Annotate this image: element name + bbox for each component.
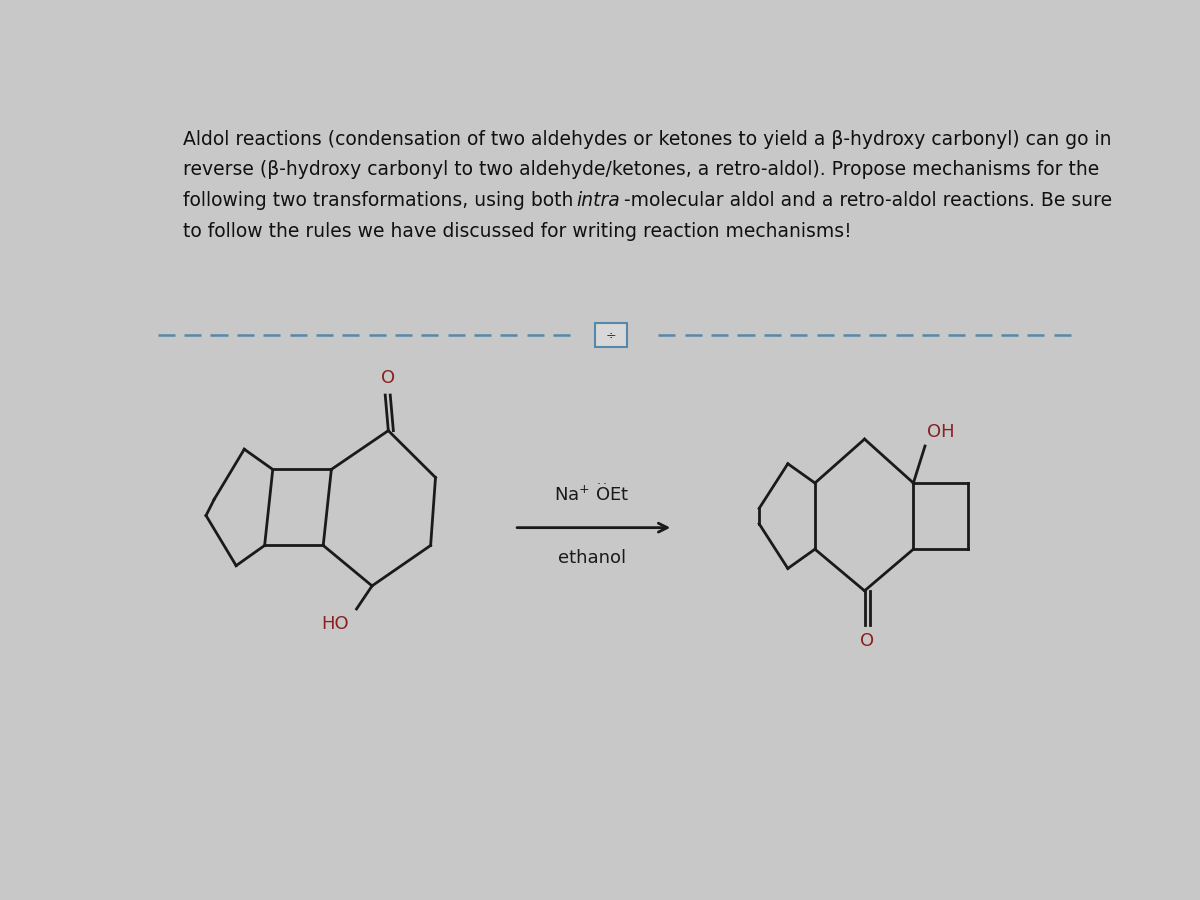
- Text: ethanol: ethanol: [558, 549, 626, 567]
- Text: Na$^{+}$ $\mathdefault{\overset{..}{O}}$Et: Na$^{+}$ $\mathdefault{\overset{..}{O}}$…: [554, 482, 630, 505]
- Text: O: O: [860, 633, 874, 651]
- Text: HO: HO: [322, 615, 349, 633]
- Text: following two transformations, using both: following two transformations, using bot…: [182, 191, 578, 211]
- Text: OH: OH: [926, 423, 954, 441]
- Text: reverse (β-hydroxy carbonyl to two aldehyde/ketones, a retro-aldol). Propose mec: reverse (β-hydroxy carbonyl to two aldeh…: [182, 160, 1099, 179]
- Text: Aldol reactions (condensation of two aldehydes or ketones to yield a β-hydroxy c: Aldol reactions (condensation of two ald…: [182, 130, 1111, 148]
- Text: ÷: ÷: [606, 328, 617, 342]
- Text: O: O: [380, 369, 395, 387]
- FancyBboxPatch shape: [595, 323, 628, 347]
- Text: -molecular aldol and a retro-aldol reactions. Be sure: -molecular aldol and a retro-aldol react…: [624, 191, 1112, 211]
- Text: to follow the rules we have discussed for writing reaction mechanisms!: to follow the rules we have discussed fo…: [182, 222, 851, 241]
- Text: intra: intra: [576, 191, 620, 211]
